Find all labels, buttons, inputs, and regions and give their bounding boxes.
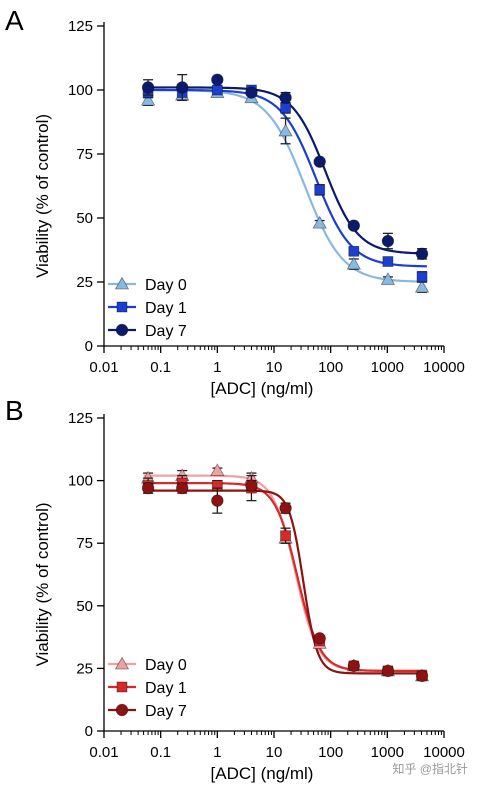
data-point-day-1 — [382, 256, 394, 267]
data-point-day-1 — [280, 530, 291, 542]
x-tick-label: 1 — [213, 359, 221, 376]
data-point-day-7 — [245, 86, 258, 99]
x-axis-title: [ADC] (ng/ml) — [211, 379, 314, 398]
y-tick-label: 25 — [76, 274, 93, 291]
legend-marker-day-7 — [115, 323, 129, 337]
data-point-day-1 — [348, 245, 360, 257]
panel-a: A 0 25 50 75 100 125 0.01 0.1 1 10 100 1000 10000 [ADC… — [5, 5, 465, 398]
fit-curve-day-1 — [143, 88, 427, 268]
data-point-day-7 — [176, 81, 189, 94]
x-axis-title: [ADC] (ng/ml) — [211, 764, 314, 783]
data-point-day-7 — [176, 481, 189, 495]
fit-curve-day-7 — [143, 489, 427, 675]
panel-letter: B — [5, 395, 24, 426]
legend-marker-day-0 — [114, 656, 130, 670]
x-tick-label: 10 — [266, 359, 283, 376]
legend-marker-day-1 — [116, 301, 128, 313]
x-tick-label: 10000 — [423, 359, 465, 376]
data-point-day-7 — [313, 155, 326, 168]
x-tick-label: 1000 — [371, 744, 404, 761]
y-tick-label: 75 — [76, 535, 93, 552]
legend-marker-day-1 — [116, 681, 128, 693]
data-point-day-7 — [245, 479, 258, 492]
legend-label-day-7: Day 7 — [145, 703, 187, 720]
x-tick-label: 100 — [318, 744, 343, 761]
x-tick-label: 100 — [318, 359, 343, 376]
data-point-day-7 — [141, 81, 155, 94]
data-point-day-7 — [313, 632, 326, 645]
legend-marker-day-7 — [115, 703, 129, 717]
data-point-day-7 — [415, 669, 429, 683]
x-tick-label: 10 — [266, 744, 283, 761]
data-point-day-7 — [279, 501, 292, 515]
data-point-day-0 — [278, 123, 293, 137]
data-point-day-7 — [381, 234, 395, 248]
y-axis-title: Viability (% of control) — [33, 502, 52, 666]
y-tick-label: 50 — [76, 210, 93, 227]
data-point-day-0 — [140, 92, 156, 106]
data-point-day-0 — [210, 463, 225, 476]
data-point-day-7 — [347, 659, 361, 673]
legend-label-day-0: Day 0 — [145, 277, 187, 294]
data-point-day-7 — [279, 91, 292, 104]
x-tick-label: 0.1 — [150, 359, 171, 376]
data-point-day-0 — [414, 279, 430, 293]
data-point-day-1 — [280, 102, 291, 114]
legend-marker-day-0 — [114, 276, 130, 290]
data-point-day-7 — [415, 247, 429, 261]
y-axis-title: Viability (% of control) — [33, 114, 52, 278]
data-point-day-7 — [381, 664, 395, 678]
data-point-day-7 — [141, 481, 155, 495]
x-tick-label: 0.01 — [89, 359, 118, 376]
data-point-day-7 — [211, 494, 224, 507]
y-tick-label: 50 — [76, 598, 93, 615]
x-tick-label: 1000 — [371, 359, 404, 376]
data-point-day-0 — [346, 256, 361, 270]
data-point-day-0 — [380, 272, 396, 285]
data-point-day-0 — [312, 215, 327, 229]
x-tick-label: 10000 — [423, 744, 465, 761]
y-tick-label: 0 — [85, 723, 93, 740]
y-tick-label: 100 — [68, 473, 93, 490]
y-tick-label: 0 — [85, 338, 93, 355]
y-tick-label: 100 — [68, 82, 93, 99]
legend-label-day-7: Day 7 — [145, 323, 187, 340]
panel-letter: A — [5, 5, 24, 36]
data-point-day-1 — [416, 271, 428, 283]
y-tick-label: 125 — [68, 410, 93, 427]
data-point-day-7 — [211, 73, 224, 86]
data-point-day-1 — [314, 184, 326, 196]
x-tick-label: 0.01 — [89, 744, 118, 761]
watermark-text: 知乎 @指北针 — [392, 761, 468, 776]
legend-label-day-1: Day 1 — [145, 300, 187, 317]
legend-label-day-0: Day 0 — [145, 657, 187, 674]
panel-b: B 0 25 50 75 100 125 0.01 0.1 1 10 100 1000 10000 [ADC… — [5, 395, 465, 783]
data-point-day-1 — [211, 84, 223, 96]
legend-label-day-1: Day 1 — [145, 680, 187, 697]
data-point-day-7 — [347, 219, 361, 232]
y-tick-label: 125 — [68, 18, 93, 35]
y-tick-label: 75 — [76, 146, 93, 163]
x-tick-label: 0.1 — [150, 744, 171, 761]
x-tick-label: 1 — [213, 744, 221, 761]
y-tick-label: 25 — [76, 660, 93, 677]
